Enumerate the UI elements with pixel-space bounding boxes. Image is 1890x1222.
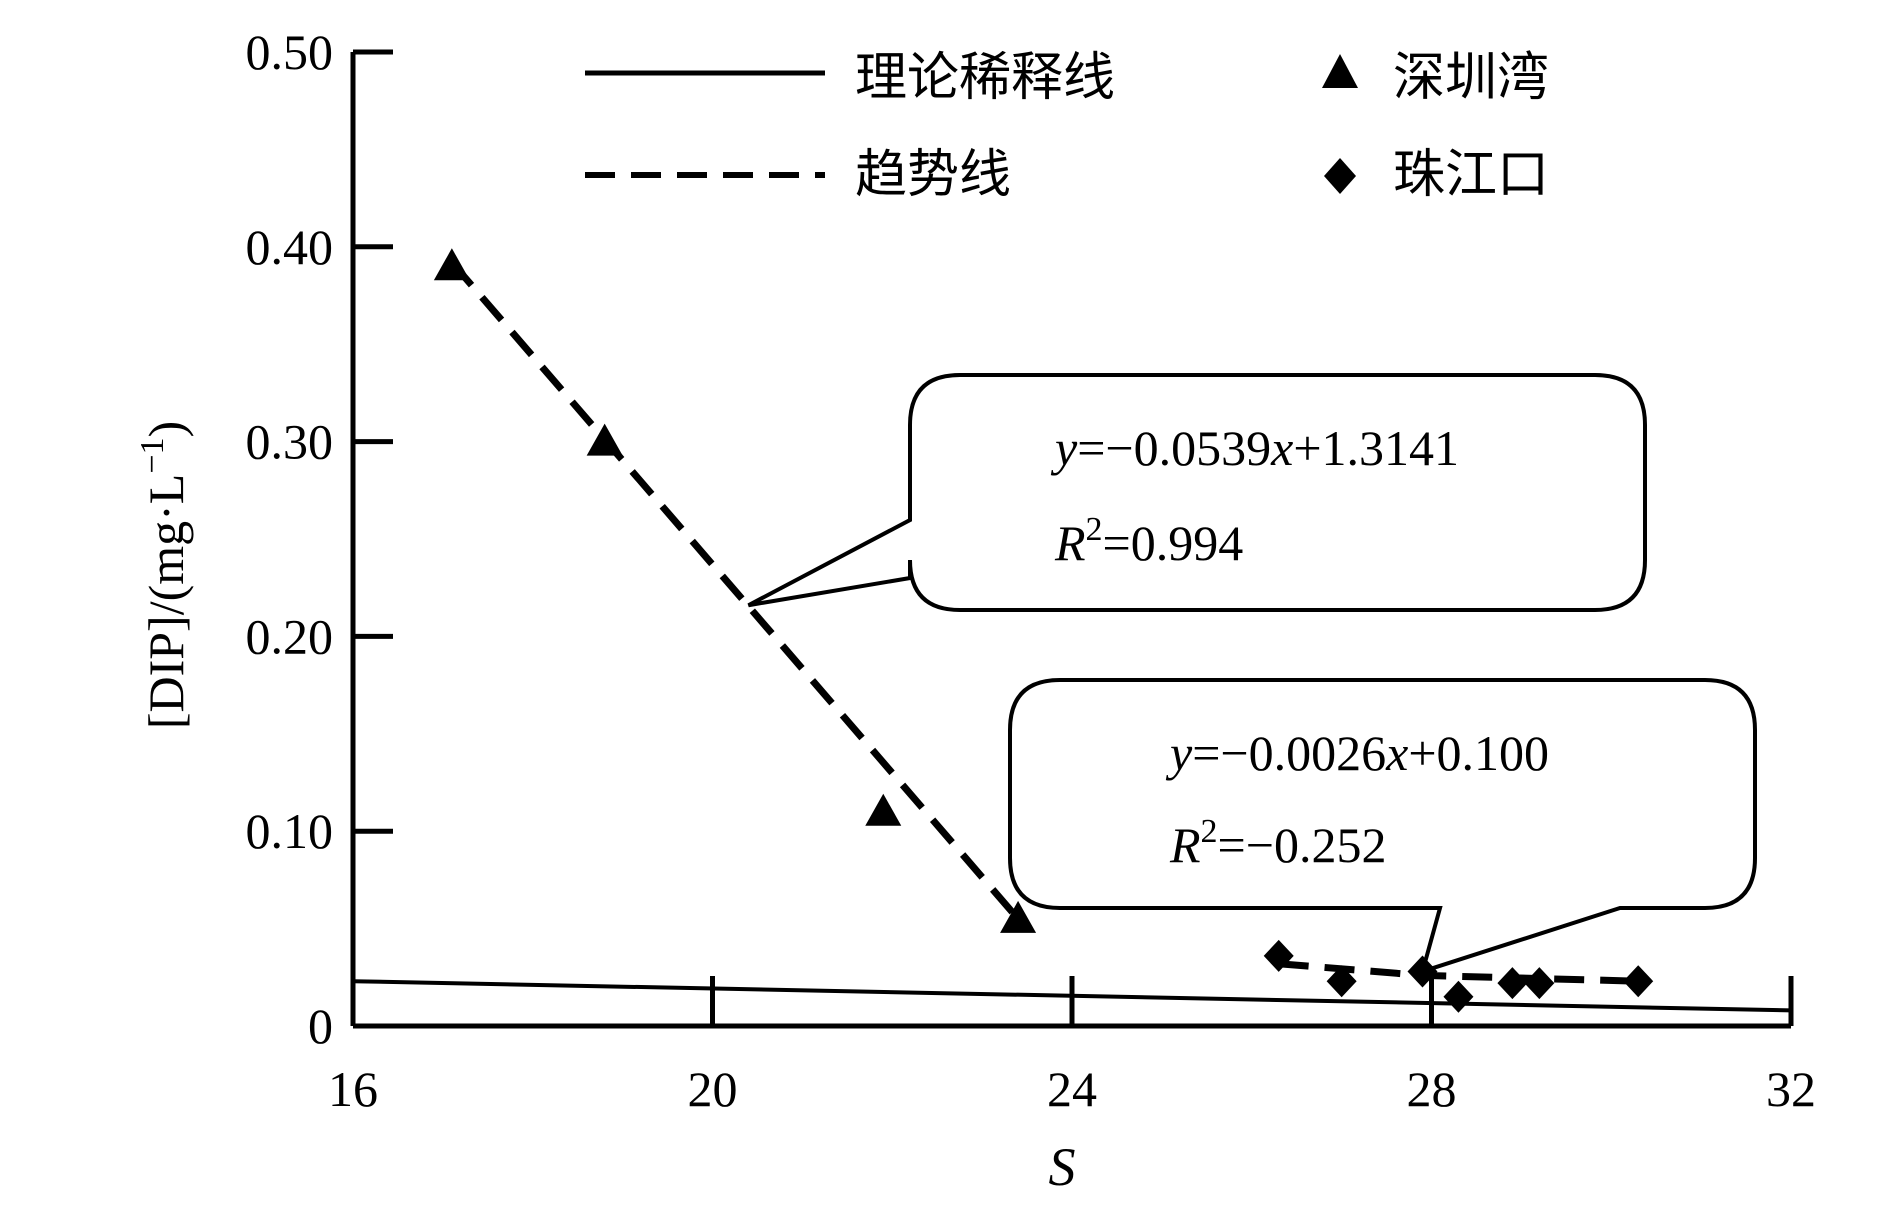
marker-triangle [865, 793, 902, 826]
y-tick-label: 0.20 [246, 608, 334, 664]
legend-diamond-swatch [1324, 158, 1356, 194]
x-tick-label: 28 [1407, 1061, 1457, 1117]
marker-diamond [1443, 980, 1474, 1013]
theoretical-dilution-line [352, 979, 1792, 1013]
y-tick-label: 0 [308, 998, 333, 1054]
marker-diamond [1623, 965, 1654, 998]
callout-1-r2: R2=0.994 [1054, 511, 1243, 571]
y-tick-label: 0.10 [246, 803, 334, 859]
x-ticks: 16 20 24 28 32 [328, 976, 1816, 1117]
x-tick-label: 16 [328, 1061, 378, 1117]
y-tick-label: 0.50 [246, 24, 334, 80]
legend-label-shenzhen: 深圳湾 [1393, 50, 1549, 107]
callout-2: y=−0.0026x+0.100 R2=−0.252 [1008, 678, 1757, 975]
y-tick-label: 0.40 [246, 219, 334, 275]
marker-triangle [433, 248, 470, 281]
legend-triangle-swatch [1322, 54, 1358, 88]
x-tick-label: 24 [1047, 1061, 1097, 1117]
marker-diamond [1524, 967, 1555, 1000]
callout-2-equation: y=−0.0026x+0.100 [1165, 725, 1549, 781]
x-tick-label: 20 [688, 1061, 738, 1117]
callout-1-equation: y=−0.0539x+1.3141 [1050, 420, 1459, 476]
callout-1-bubble [747, 373, 1647, 612]
x-tick-label: 32 [1766, 1061, 1816, 1117]
marker-diamond [1497, 967, 1528, 1000]
legend-label-dilution: 理论稀释线 [855, 50, 1115, 107]
trend-line-1 [449, 260, 1021, 922]
markers-layer [433, 248, 1654, 1013]
callout-2-bubble [1008, 678, 1757, 975]
marker-triangle [586, 423, 623, 456]
legend-label-trend: 趋势线 [855, 147, 1011, 204]
y-tick-label: 0.30 [246, 414, 334, 470]
callout-1: y=−0.0539x+1.3141 R2=0.994 [747, 373, 1647, 612]
y-ticks: 0 0.10 0.20 0.30 0.40 0.50 [246, 24, 393, 1054]
marker-diamond [1407, 955, 1438, 988]
marker-diamond [1326, 965, 1357, 998]
marker-triangle [1000, 900, 1037, 933]
legend-label-pearl: 珠江口 [1393, 147, 1549, 204]
y-axis-label: [DIP]/(mg·L−1) [134, 421, 194, 729]
legend: 理论稀释线 深圳湾 趋势线 珠江口 [585, 50, 1549, 204]
x-axis-label: S [1049, 1137, 1076, 1197]
callout-2-r2: R2=−0.252 [1169, 813, 1386, 873]
marker-diamond [1263, 939, 1294, 972]
